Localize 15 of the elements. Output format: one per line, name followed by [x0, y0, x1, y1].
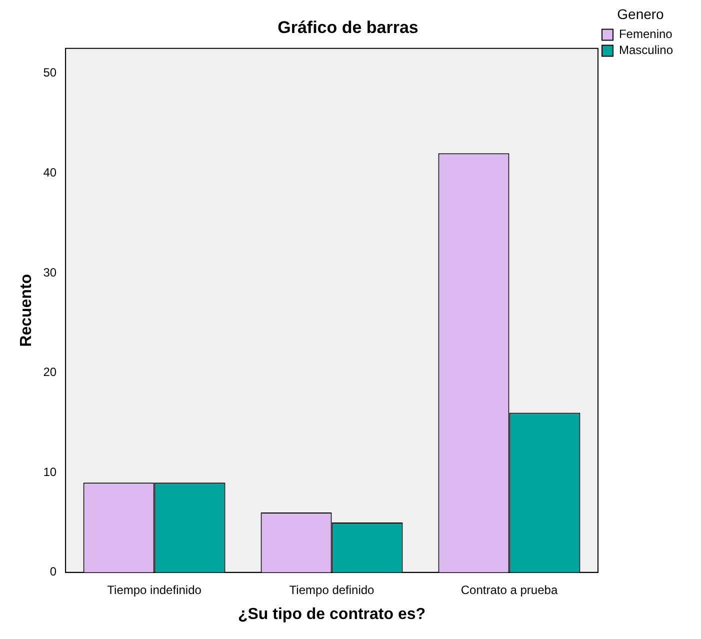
x-axis-title: ¿Su tipo de contrato es? — [238, 606, 426, 623]
x-tick-label: Tiempo indefinido — [107, 582, 202, 597]
y-tick-label: 0 — [50, 564, 57, 579]
y-axis-title: Recuento — [18, 274, 36, 347]
y-tick-label: 30 — [43, 265, 57, 280]
y-tick-label: 40 — [43, 165, 57, 180]
legend-label: Masculino — [618, 43, 674, 58]
x-tick-label: Contrato a prueba — [460, 582, 558, 597]
legend-label: Femenino — [618, 27, 673, 42]
x-tick-label: Tiempo definido — [289, 582, 375, 597]
legend-title: Genero — [617, 6, 664, 22]
y-tick-label: 50 — [43, 66, 57, 80]
y-tick-label: 20 — [43, 365, 57, 380]
chart-title: Gráfico de barras — [278, 18, 418, 37]
y-tick-label: 10 — [43, 464, 57, 479]
